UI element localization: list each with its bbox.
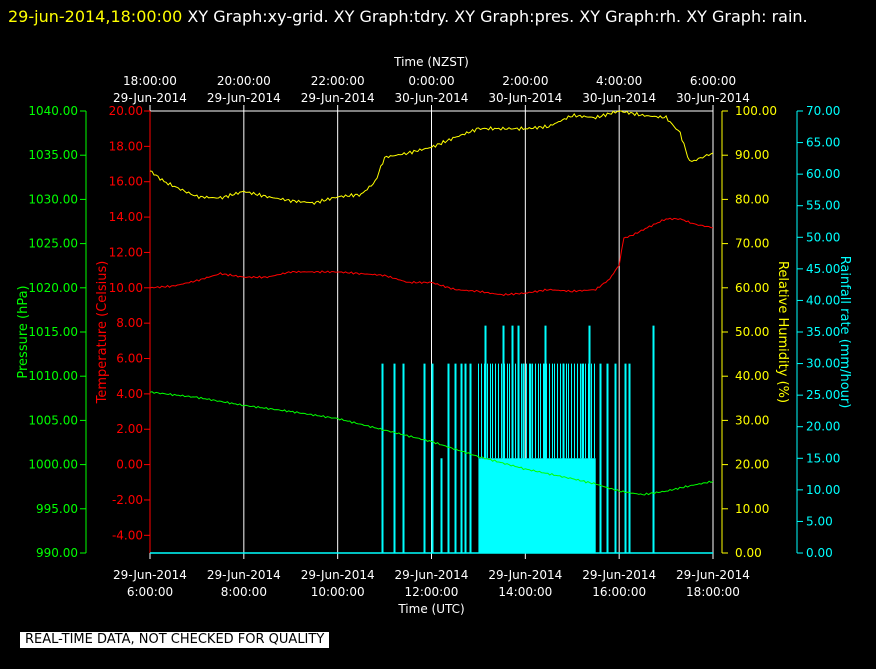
pressure-tick-label: 990.00 [36, 546, 78, 560]
series-line-tdry [149, 217, 714, 297]
pressure-tick-label: 1005.00 [28, 413, 78, 427]
bottom-tick-label: 29-Jun-2014 [488, 568, 562, 582]
top-axis-title: Time (NZST) [393, 55, 469, 69]
bottom-tick-label: 29-Jun-2014 [207, 568, 281, 582]
top-tick-label: 20:00:00 [217, 74, 271, 88]
humidity-tick-label: 60.00 [735, 281, 769, 295]
top-tick-label: 29-Jun-2014 [207, 91, 281, 105]
bottom-tick-label: 16:00:00 [592, 585, 646, 599]
top-tick-label: 29-Jun-2014 [301, 91, 375, 105]
chart-header: 29-jun-2014,18:00:00 XY Graph:xy-grid. X… [8, 3, 868, 30]
temperature-tick-label: -4.00 [112, 528, 143, 542]
temperature-tick-label: 16.00 [109, 175, 143, 189]
humidity-tick-label: 90.00 [735, 148, 769, 162]
bottom-tick-label: 29-Jun-2014 [676, 568, 750, 582]
rainfall-tick-label: 5.00 [806, 514, 833, 528]
pressure-tick-label: 1020.00 [28, 281, 78, 295]
rainfall-tick-label: 25.00 [806, 388, 840, 402]
top-tick-label: 29-Jun-2014 [113, 91, 187, 105]
bottom-tick-label: 18:00:00 [686, 585, 740, 599]
top-tick-label: 2:00:00 [502, 74, 548, 88]
rainfall-tick-label: 60.00 [806, 167, 840, 181]
top-tick-label: 4:00:00 [596, 74, 642, 88]
top-tick-label: 30-Jun-2014 [395, 91, 469, 105]
humidity-tick-label: 0.00 [735, 546, 762, 560]
top-tick-label: 30-Jun-2014 [676, 91, 750, 105]
rainfall-tick-label: 20.00 [806, 420, 840, 434]
humidity-tick-label: 70.00 [735, 237, 769, 251]
rainfall-tick-label: 35.00 [806, 325, 840, 339]
bottom-tick-label: 29-Jun-2014 [301, 568, 375, 582]
rainfall-tick-label: 0.00 [806, 546, 833, 560]
disclaimer-label: REAL-TIME DATA, NOT CHECKED FOR QUALITY [20, 632, 330, 648]
bottom-tick-label: 29-Jun-2014 [395, 568, 469, 582]
bottom-tick-label: 8:00:00 [221, 585, 267, 599]
pressure-tick-label: 1040.00 [28, 104, 78, 118]
humidity-tick-label: 100.00 [735, 104, 777, 118]
top-tick-label: 30-Jun-2014 [488, 91, 562, 105]
rainfall-axis-title: Rainfall rate (mm/hour) [837, 256, 852, 409]
rainfall-tick-label: 70.00 [806, 104, 840, 118]
temperature-axis-title: Temperature (Celsius) [95, 261, 110, 405]
pressure-tick-label: 1030.00 [28, 192, 78, 206]
bottom-tick-label: 29-Jun-2014 [582, 568, 656, 582]
rainfall-tick-label: 40.00 [806, 293, 840, 307]
pressure-tick-label: 1000.00 [28, 458, 78, 472]
temperature-tick-label: -2.00 [112, 493, 143, 507]
rainfall-tick-label: 10.00 [806, 483, 840, 497]
bottom-axis-title: Time (UTC) [397, 602, 464, 616]
humidity-tick-label: 50.00 [735, 325, 769, 339]
rain-bar-dense [478, 458, 596, 553]
top-tick-label: 18:00:00 [123, 74, 177, 88]
pressure-tick-label: 1025.00 [28, 237, 78, 251]
pressure-tick-label: 1035.00 [28, 148, 78, 162]
humidity-axis-title: Relative Humidity (%) [775, 261, 790, 403]
bottom-tick-label: 14:00:00 [498, 585, 552, 599]
temperature-tick-label: 20.00 [109, 104, 143, 118]
top-tick-label: 0:00:00 [408, 74, 454, 88]
pressure-axis-title: Pressure (hPa) [16, 285, 31, 378]
bottom-tick-label: 6:00:00 [127, 585, 173, 599]
rainfall-tick-label: 15.00 [806, 451, 840, 465]
pressure-tick-label: 995.00 [36, 502, 78, 516]
temperature-tick-label: 4.00 [116, 387, 143, 401]
temperature-tick-label: 18.00 [109, 139, 143, 153]
humidity-tick-label: 30.00 [735, 413, 769, 427]
timestamp: 29-jun-2014,18:00:00 [8, 7, 183, 26]
series-line-rh [149, 110, 714, 206]
temperature-tick-label: 10.00 [109, 281, 143, 295]
bottom-tick-label: 10:00:00 [311, 585, 365, 599]
temperature-tick-label: 8.00 [116, 316, 143, 330]
bottom-tick-label: 29-Jun-2014 [113, 568, 187, 582]
top-tick-label: 30-Jun-2014 [582, 91, 656, 105]
humidity-tick-label: 80.00 [735, 192, 769, 206]
rainfall-tick-label: 50.00 [806, 230, 840, 244]
humidity-tick-label: 20.00 [735, 458, 769, 472]
pressure-tick-label: 1010.00 [28, 369, 78, 383]
top-tick-label: 6:00:00 [690, 74, 736, 88]
series-line-pres [149, 391, 714, 496]
rainfall-tick-label: 30.00 [806, 357, 840, 371]
rainfall-tick-label: 55.00 [806, 199, 840, 213]
pressure-tick-label: 1015.00 [28, 325, 78, 339]
header-title: XY Graph:xy-grid. XY Graph:tdry. XY Grap… [187, 7, 808, 26]
rainfall-tick-label: 45.00 [806, 262, 840, 276]
temperature-tick-label: 14.00 [109, 210, 143, 224]
humidity-tick-label: 10.00 [735, 502, 769, 516]
temperature-tick-label: 12.00 [109, 245, 143, 259]
top-tick-label: 22:00:00 [311, 74, 365, 88]
bottom-tick-label: 12:00:00 [405, 585, 459, 599]
humidity-tick-label: 40.00 [735, 369, 769, 383]
temperature-tick-label: 6.00 [116, 352, 143, 366]
rainfall-tick-label: 65.00 [806, 136, 840, 150]
temperature-tick-label: 0.00 [116, 458, 143, 472]
temperature-tick-label: 2.00 [116, 422, 143, 436]
